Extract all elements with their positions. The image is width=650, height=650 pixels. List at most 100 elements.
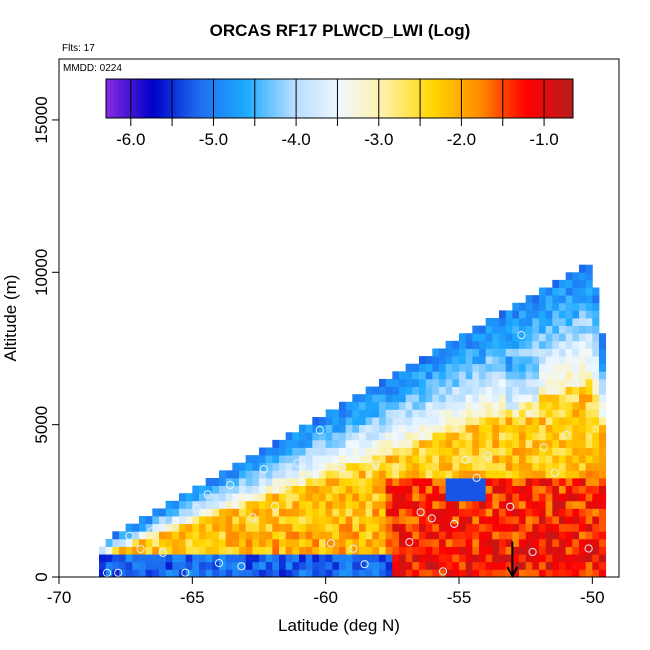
heatmap-cell bbox=[572, 531, 580, 540]
heatmap-cell bbox=[292, 531, 300, 540]
heatmap-cell bbox=[352, 462, 360, 471]
heatmap-cell bbox=[272, 462, 280, 471]
heatmap-cell bbox=[325, 508, 333, 517]
heatmap-cell bbox=[445, 546, 453, 555]
heatmap-cell bbox=[512, 333, 520, 342]
heatmap-cell bbox=[585, 569, 593, 578]
heatmap-cell bbox=[239, 531, 247, 540]
heatmap-cell bbox=[219, 477, 227, 486]
heatmap-cell bbox=[565, 477, 573, 486]
heatmap-cell bbox=[565, 378, 573, 387]
heatmap-cell bbox=[345, 546, 353, 555]
sample-marker bbox=[405, 538, 414, 547]
heatmap-cell bbox=[539, 333, 547, 342]
heatmap-cell bbox=[552, 394, 560, 403]
heatmap-cell bbox=[399, 569, 407, 578]
heatmap-cell bbox=[225, 546, 233, 555]
heatmap-cell bbox=[565, 462, 573, 471]
heatmap-cell bbox=[565, 546, 573, 555]
heatmap-cell bbox=[299, 531, 307, 540]
heatmap-cell bbox=[439, 417, 447, 426]
heatmap-cell bbox=[499, 569, 507, 578]
heatmap-cell bbox=[525, 554, 533, 563]
heatmap-cell bbox=[305, 523, 313, 532]
heatmap-cell bbox=[425, 401, 433, 410]
heatmap-cell bbox=[419, 424, 427, 433]
heatmap-cell bbox=[325, 432, 333, 441]
heatmap-cell bbox=[419, 477, 427, 486]
sample-marker bbox=[136, 544, 145, 554]
heatmap-cell bbox=[499, 462, 507, 471]
heatmap-cell bbox=[325, 417, 333, 426]
heatmap-cell bbox=[272, 485, 280, 494]
heatmap-cell bbox=[239, 569, 247, 578]
heatmap-cell bbox=[325, 561, 333, 570]
heatmap-cell bbox=[539, 401, 547, 410]
heatmap-cell bbox=[405, 531, 413, 540]
heatmap-cell bbox=[539, 386, 547, 395]
heatmap-cell bbox=[559, 378, 567, 387]
heatmap-cell bbox=[499, 447, 507, 456]
x-axis: -70 -65 -60 -55 -50 bbox=[47, 577, 605, 607]
heatmap-cell bbox=[465, 508, 473, 517]
heatmap-cell bbox=[139, 546, 147, 555]
heatmap-cell bbox=[565, 523, 573, 532]
heatmap-cell bbox=[272, 508, 280, 517]
heatmap-cell bbox=[432, 455, 440, 464]
heatmap-cell bbox=[419, 417, 427, 426]
heatmap-cell bbox=[545, 409, 553, 418]
heatmap-cell bbox=[272, 523, 280, 532]
heatmap-cell bbox=[412, 462, 420, 471]
heatmap-cell bbox=[585, 279, 593, 288]
heatmap-cell bbox=[545, 470, 553, 479]
heatmap-cell bbox=[559, 470, 567, 479]
heatmap-cell bbox=[539, 417, 547, 426]
heatmap-cell bbox=[519, 546, 527, 555]
heatmap-cell bbox=[479, 356, 487, 365]
heatmap-cell bbox=[432, 470, 440, 479]
heatmap-cell bbox=[472, 363, 480, 372]
heatmap-cell bbox=[172, 508, 180, 517]
heatmap-cell bbox=[179, 523, 187, 532]
heatmap-cell bbox=[512, 394, 520, 403]
heatmap-cell bbox=[345, 531, 353, 540]
heatmap-cell bbox=[579, 523, 587, 532]
heatmap-cell bbox=[412, 386, 420, 395]
heatmap-cell bbox=[345, 417, 353, 426]
heatmap-cell bbox=[539, 409, 547, 418]
heatmap-cell bbox=[352, 523, 360, 532]
heatmap-cell bbox=[572, 348, 580, 357]
heatmap-cell bbox=[232, 561, 240, 570]
heatmap-cell bbox=[292, 432, 300, 441]
heatmap-cell bbox=[585, 348, 593, 357]
heatmap-cell bbox=[399, 554, 407, 563]
heatmap-cell bbox=[592, 508, 600, 517]
heatmap-cell bbox=[585, 386, 593, 395]
colorbar-swatch bbox=[534, 79, 539, 118]
heatmap-cell bbox=[452, 401, 460, 410]
heatmap-cell bbox=[105, 538, 113, 547]
heatmap-cell bbox=[299, 546, 307, 555]
heatmap-cell bbox=[159, 569, 167, 578]
heatmap-cell bbox=[245, 470, 253, 479]
heatmap-cell bbox=[372, 409, 380, 418]
heatmap-cell bbox=[525, 424, 533, 433]
heatmap-cell bbox=[592, 409, 600, 418]
heatmap-cell bbox=[165, 531, 173, 540]
sample-marker bbox=[371, 460, 380, 469]
heatmap-cell bbox=[252, 493, 260, 502]
heatmap-cell bbox=[292, 546, 300, 555]
heatmap-cell bbox=[299, 493, 307, 502]
heatmap-cell bbox=[552, 424, 560, 433]
heatmap-cell bbox=[599, 340, 607, 349]
heatmap-cell bbox=[545, 424, 553, 433]
heatmap-cell bbox=[265, 500, 273, 509]
heatmap-cell bbox=[399, 439, 407, 448]
heatmap-cell bbox=[579, 516, 587, 525]
heatmap-cell bbox=[279, 493, 287, 502]
heatmap-cell bbox=[545, 302, 553, 311]
heatmap-cell bbox=[485, 523, 493, 532]
heatmap-cell bbox=[439, 386, 447, 395]
heatmap-cell bbox=[232, 500, 240, 509]
colorbar-swatch bbox=[133, 79, 138, 118]
